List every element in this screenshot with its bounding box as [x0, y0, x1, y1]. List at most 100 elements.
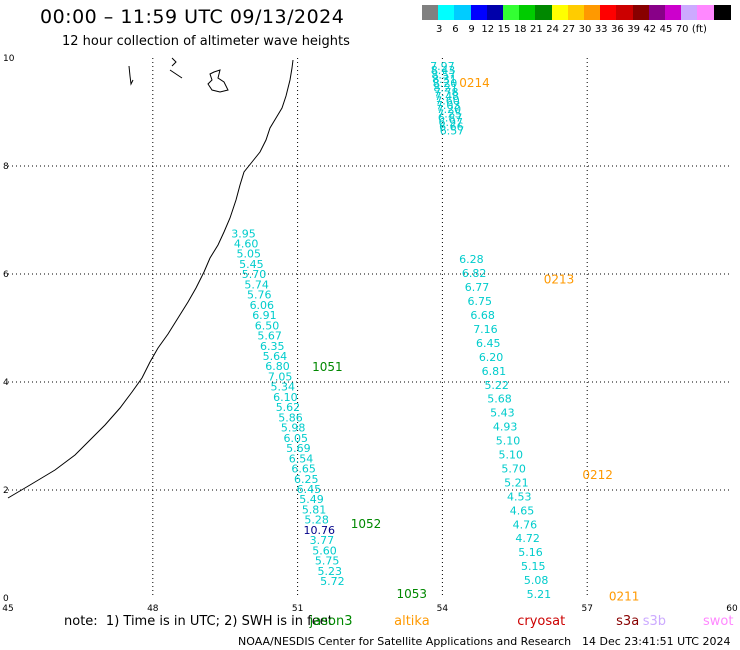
- wave-height-value: 5.34: [270, 381, 295, 394]
- wave-height-value: 7.97: [430, 60, 455, 73]
- wave-height-value: 6.35: [260, 340, 285, 353]
- legend-label: 39: [627, 24, 640, 35]
- wave-height-value: 5.45: [239, 258, 264, 271]
- page-title: 00:00 – 11:59 UTC 09/13/2024: [40, 6, 345, 28]
- pass-time-label: 0213: [544, 273, 575, 287]
- wave-height-value: 6.97: [439, 116, 464, 129]
- wave-height-value: 5.28: [304, 514, 329, 527]
- wave-height-value: 4.72: [515, 532, 540, 545]
- wave-height-value: 6.80: [265, 360, 290, 373]
- legend-swatch: [567, 5, 585, 20]
- legend-swatch: [632, 5, 650, 20]
- wave-height-value: 6.20: [479, 351, 504, 364]
- wave-height-value: 7.78: [434, 86, 459, 99]
- lat-tick-label: 10: [3, 54, 15, 64]
- legend-swatch: [648, 5, 666, 20]
- lat-tick-label: 8: [3, 162, 9, 172]
- lon-tick-label: 60: [726, 604, 738, 614]
- wave-height-value: 7.20: [437, 103, 462, 116]
- wave-height-value: 4.93: [493, 421, 518, 434]
- wave-height-value: 6.54: [289, 452, 314, 465]
- legend-label: 3: [436, 24, 443, 35]
- wave-height-value: 5.72: [320, 575, 345, 588]
- wave-height-value: 5.22: [484, 379, 509, 392]
- pass-time-label: 0212: [582, 468, 613, 482]
- wave-height-value: 5.23: [317, 565, 342, 578]
- satellite-key-swot: swot: [703, 614, 734, 629]
- wave-height-value: 6.68: [470, 309, 495, 322]
- wave-height-value: 6.50: [255, 319, 280, 332]
- wave-height-value: 5.62: [276, 401, 301, 414]
- wave-height-value: 5.60: [312, 544, 337, 557]
- wave-height-value: 6.75: [468, 295, 493, 308]
- wave-height-value: 5.74: [244, 278, 269, 291]
- wave-height-value: 5.76: [247, 289, 272, 302]
- wave-height-value: 4.60: [234, 238, 259, 251]
- wave-height-value: 5.81: [302, 503, 327, 516]
- legend-label: 27: [562, 24, 576, 35]
- lon-tick-label: 51: [292, 604, 303, 614]
- coastline: [7, 57, 294, 499]
- wave-height-value: 6.06: [250, 299, 275, 312]
- legend-label: 6: [452, 24, 459, 35]
- legend-label: 36: [611, 24, 624, 35]
- wave-height-value: 5.16: [518, 546, 543, 559]
- wave-height-value: 8.21: [433, 81, 458, 94]
- legend-swatch: [600, 5, 618, 20]
- wave-height-value: 3.95: [231, 227, 256, 240]
- satellite-key-s3b: s3b: [642, 614, 666, 629]
- lat-tick-label: 4: [3, 378, 9, 388]
- legend-label: 9: [468, 24, 475, 35]
- wave-height-value: 6.81: [482, 365, 507, 378]
- legend-label: 18: [513, 24, 527, 35]
- wave-height-value: 6.25: [294, 473, 319, 486]
- legend-label: 15: [497, 24, 511, 35]
- wave-height-value: 5.49: [299, 493, 324, 506]
- pass-time-label: 1053: [397, 587, 428, 601]
- page-subtitle: 12 hour collection of altimeter wave hei…: [62, 34, 350, 49]
- legend-label: 70: [675, 24, 689, 35]
- wave-height-value: 6.91: [252, 309, 277, 322]
- wave-height-value: 8.20: [433, 77, 458, 90]
- wave-height-value: 8.31: [432, 73, 457, 86]
- wave-height-value: 5.67: [257, 330, 282, 343]
- legend-swatch: [438, 5, 456, 20]
- wave-height-value: 8.57: [431, 69, 456, 82]
- wave-height-value: 8.43: [431, 64, 456, 77]
- wave-height-value: 5.68: [487, 393, 512, 406]
- wave-height-value: 5.64: [263, 350, 288, 363]
- wave-height-value: 6.87: [438, 112, 463, 125]
- wave-height-value: 6.45: [476, 337, 501, 350]
- wave-height-value: 4.53: [507, 490, 532, 503]
- wave-height-value: 4.65: [510, 504, 535, 517]
- wave-height-value: 5.10: [496, 435, 521, 448]
- wave-height-value: 7.25: [437, 107, 462, 120]
- pass-time-label: 0211: [609, 590, 640, 604]
- wave-height-value: 5.10: [499, 449, 524, 462]
- pass-time-label: 1051: [312, 360, 343, 374]
- pass-time-label: 0214: [459, 76, 490, 90]
- lon-tick-label: 45: [2, 604, 13, 614]
- satellite-key-jason3: jason3: [309, 614, 353, 629]
- wave-height-value: 7.03: [436, 99, 461, 112]
- units-note: note: 1) Time is in UTC; 2) SWH is in fe…: [64, 614, 333, 629]
- wave-height-value: 7.48: [435, 90, 460, 103]
- wave-height-value: 5.75: [315, 555, 340, 568]
- island-outline: [128, 65, 134, 86]
- footer-credit: NOAA/NESDIS Center for Satellite Applica…: [238, 635, 572, 648]
- lat-tick-label: 0: [3, 594, 9, 604]
- satellite-key-s3a: s3a: [616, 614, 640, 629]
- legend-swatch: [503, 5, 520, 20]
- lat-tick-label: 2: [3, 486, 9, 496]
- wave-height-value: 6.28: [459, 253, 484, 266]
- legend-swatch: [616, 5, 634, 20]
- satellite-key-altika: altika: [394, 614, 430, 629]
- wave-height-value: 5.08: [524, 574, 549, 587]
- legend-label: 45: [659, 24, 673, 35]
- footer-timestamp: 14 Dec 23:41:51 UTC 2024: [582, 635, 731, 648]
- lon-tick-label: 48: [147, 604, 159, 614]
- wave-height-value: 6.57: [440, 125, 465, 138]
- legend-label: 12: [481, 24, 495, 35]
- legend-swatch: [535, 5, 553, 20]
